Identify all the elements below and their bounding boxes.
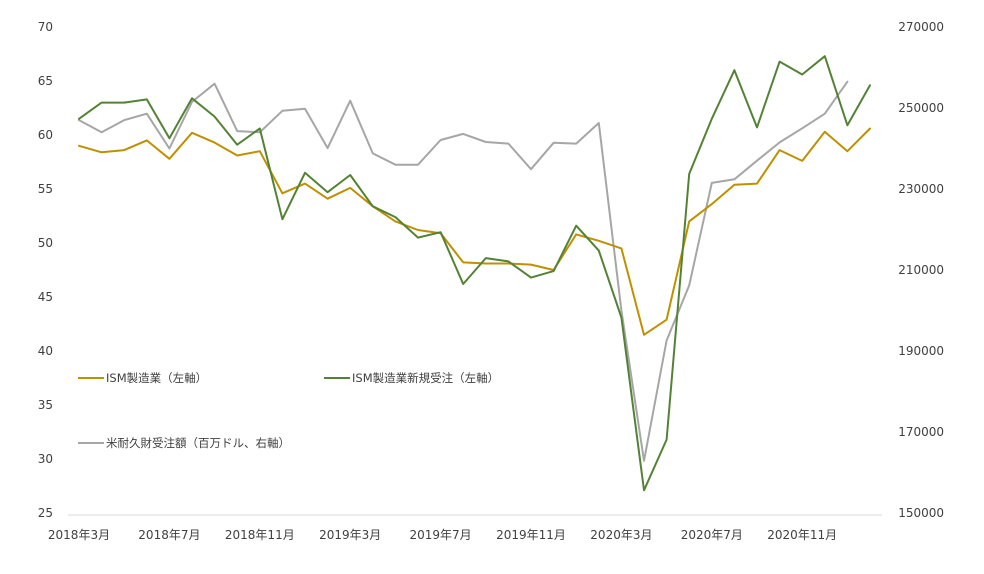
y-left-tick-label: 50 bbox=[38, 236, 53, 250]
series-line-1 bbox=[78, 55, 871, 492]
x-tick-label: 2019年11月 bbox=[496, 528, 566, 542]
legend-label: 米耐久財受注額（百万ドル、右軸） bbox=[106, 436, 290, 450]
y-left-tick-label: 70 bbox=[38, 20, 53, 34]
x-tick-label: 2020年11月 bbox=[767, 528, 837, 542]
y-right-tick-label: 190000 bbox=[898, 344, 944, 358]
x-tick-label: 2019年7月 bbox=[410, 528, 472, 542]
y-left-tick-label: 55 bbox=[38, 182, 53, 196]
legend-label: ISM製造業新規受注（左軸） bbox=[352, 371, 499, 385]
y-right-tick-label: 230000 bbox=[898, 182, 944, 196]
y-right-tick-label: 210000 bbox=[898, 263, 944, 277]
y-left-tick-label: 65 bbox=[38, 74, 53, 88]
y-left-tick-label: 30 bbox=[38, 452, 53, 466]
x-tick-label: 2019年3月 bbox=[319, 528, 381, 542]
y-right-tick-label: 150000 bbox=[898, 506, 944, 520]
legend-label: ISM製造業（左軸） bbox=[106, 371, 207, 385]
series-line-0 bbox=[78, 127, 871, 336]
x-tick-label: 2018年7月 bbox=[138, 528, 200, 542]
y-left-tick-label: 25 bbox=[38, 506, 53, 520]
legend: ISM製造業（左軸） ISM製造業新規受注（左軸） 米耐久財受注額（百万ドル、右軸） bbox=[78, 371, 499, 450]
y-left-tick-label: 40 bbox=[38, 344, 53, 358]
series-line-2 bbox=[78, 80, 849, 462]
x-tick-label: 2020年3月 bbox=[590, 528, 652, 542]
x-tick-label: 2020年7月 bbox=[681, 528, 743, 542]
y-right-tick-labels: 150000 170000 190000 210000 230000 250000 2700… bbox=[898, 20, 944, 520]
series-lines bbox=[78, 55, 871, 492]
y-left-tick-label: 45 bbox=[38, 290, 53, 304]
y-left-tick-label: 35 bbox=[38, 398, 53, 412]
y-left-tick-label: 60 bbox=[38, 128, 53, 142]
y-right-tick-label: 270000 bbox=[898, 20, 944, 34]
x-tick-label: 2018年3月 bbox=[48, 528, 110, 542]
y-left-tick-labels: 25 30 35 40 45 50 55 60 65 70 bbox=[38, 20, 53, 520]
y-right-tick-label: 170000 bbox=[898, 425, 944, 439]
x-tick-labels: 2018年3月 2018年7月 2018年11月 2019年3月 2019年7月 2019… bbox=[48, 528, 837, 542]
x-tick-label: 2018年11月 bbox=[225, 528, 295, 542]
y-right-tick-label: 250000 bbox=[898, 101, 944, 115]
